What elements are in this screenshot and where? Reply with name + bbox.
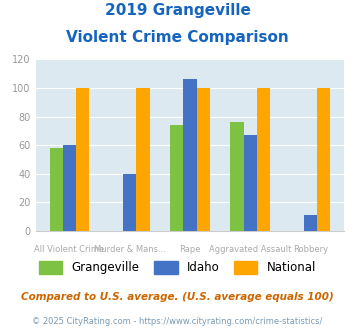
Text: Robbery: Robbery bbox=[293, 245, 328, 254]
Bar bbox=[136, 88, 149, 231]
Text: All Violent Crime: All Violent Crime bbox=[34, 245, 104, 254]
Bar bbox=[244, 135, 257, 231]
Bar bbox=[170, 125, 183, 231]
Text: Compared to U.S. average. (U.S. average equals 100): Compared to U.S. average. (U.S. average … bbox=[21, 292, 334, 302]
Bar bbox=[63, 145, 76, 231]
Legend: Grangeville, Idaho, National: Grangeville, Idaho, National bbox=[34, 257, 321, 279]
Bar bbox=[183, 80, 197, 231]
Bar bbox=[317, 88, 330, 231]
Bar bbox=[76, 88, 89, 231]
Text: Murder & Mans...: Murder & Mans... bbox=[94, 245, 166, 254]
Text: Rape: Rape bbox=[179, 245, 201, 254]
Bar bbox=[123, 174, 136, 231]
Text: 2019 Grangeville: 2019 Grangeville bbox=[105, 3, 250, 18]
Text: © 2025 CityRating.com - https://www.cityrating.com/crime-statistics/: © 2025 CityRating.com - https://www.city… bbox=[32, 317, 323, 326]
Bar bbox=[304, 215, 317, 231]
Bar bbox=[257, 88, 270, 231]
Bar bbox=[197, 88, 210, 231]
Text: Aggravated Assault: Aggravated Assault bbox=[209, 245, 291, 254]
Text: Violent Crime Comparison: Violent Crime Comparison bbox=[66, 30, 289, 45]
Bar bbox=[50, 148, 63, 231]
Bar bbox=[230, 122, 244, 231]
